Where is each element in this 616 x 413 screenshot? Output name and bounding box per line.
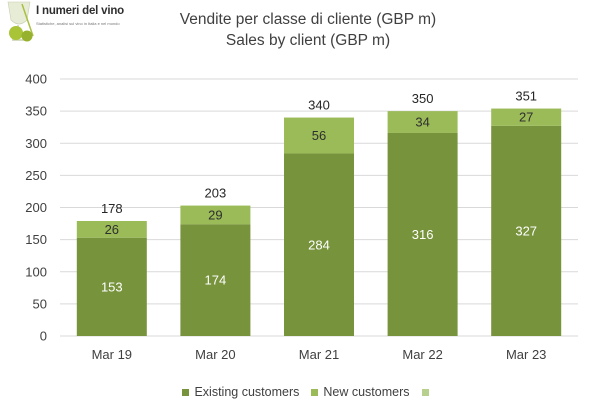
legend: Existing customers New customers [0, 385, 616, 399]
y-tick-label: 50 [33, 296, 47, 311]
data-label-existing: 153 [101, 279, 123, 294]
bar-segment-new [284, 117, 354, 154]
x-tick-label: Mar 22 [402, 347, 442, 362]
bar-segment-existing [491, 125, 562, 336]
y-tick-label: 100 [25, 264, 47, 279]
legend-swatch-new [311, 388, 319, 396]
x-tick-label: Mar 21 [299, 347, 339, 362]
legend-label-new: New customers [323, 385, 410, 399]
x-tick-label: Mar 23 [506, 347, 546, 362]
bar-segment-existing [76, 237, 147, 336]
bar-segment-new [180, 205, 251, 225]
data-label-new: 27 [519, 110, 533, 125]
chart-title-block: Vendite per classe di cliente (GBP m) Sa… [0, 9, 616, 51]
y-tick-label: 200 [25, 200, 47, 215]
y-tick-label: 250 [25, 168, 47, 183]
logo-tagline: Statistiche, analisi sul vino in Italia … [36, 21, 120, 26]
data-label-new: 26 [105, 222, 119, 237]
bars: 153 26 178 174 29 203 284 56 340 316 34 350 327 27 351 [76, 89, 562, 336]
legend-item-existing: Existing customers [182, 385, 299, 399]
chart-subtitle: Sales by client (GBP m) [225, 32, 391, 49]
legend-swatch-extra [421, 388, 429, 396]
y-tick-label: 400 [25, 72, 47, 87]
bar-segment-existing [284, 153, 354, 336]
y-tick-label: 300 [25, 136, 47, 151]
data-label-existing: 316 [412, 227, 434, 242]
bar-segment-existing [180, 224, 251, 336]
y-axis: 0 50 100 150 200 250 300 350 400 [25, 72, 47, 344]
data-label-existing: 174 [205, 273, 227, 288]
y-tick-label: 350 [25, 104, 47, 119]
data-label-new: 56 [312, 128, 326, 143]
x-axis: Mar 19 Mar 20 Mar 21 Mar 22 Mar 23 [92, 347, 547, 362]
wine-glass-logo-icon [7, 1, 34, 42]
total-label: 351 [515, 89, 537, 104]
data-label-existing: 284 [308, 237, 330, 252]
x-tick-label: Mar 19 [92, 347, 132, 362]
data-label-new: 34 [415, 115, 429, 130]
bar-segment-existing [387, 132, 458, 336]
bar-segment-new [491, 108, 562, 126]
logo-name: I numeri del vino [36, 5, 124, 17]
total-label: 203 [205, 186, 227, 201]
legend-item-new: New customers [311, 385, 410, 399]
y-tick-label: 0 [40, 329, 47, 344]
x-tick-label: Mar 20 [195, 347, 235, 362]
data-label-new: 29 [208, 207, 222, 222]
total-label: 178 [101, 201, 123, 216]
bar-segment-new [76, 220, 147, 238]
legend-swatch-existing [182, 388, 190, 396]
chart-title: Vendite per classe di cliente (GBP m) [179, 11, 437, 28]
total-label: 340 [308, 98, 330, 113]
y-tick-label: 150 [25, 232, 47, 247]
logo: I numeri del vino Statistiche, analisi s… [0, 0, 130, 46]
bar-segment-new [387, 111, 458, 133]
legend-label-existing: Existing customers [194, 385, 300, 399]
data-label-existing: 327 [515, 223, 537, 238]
legend-item-extra [421, 388, 434, 396]
total-label: 350 [412, 91, 434, 106]
